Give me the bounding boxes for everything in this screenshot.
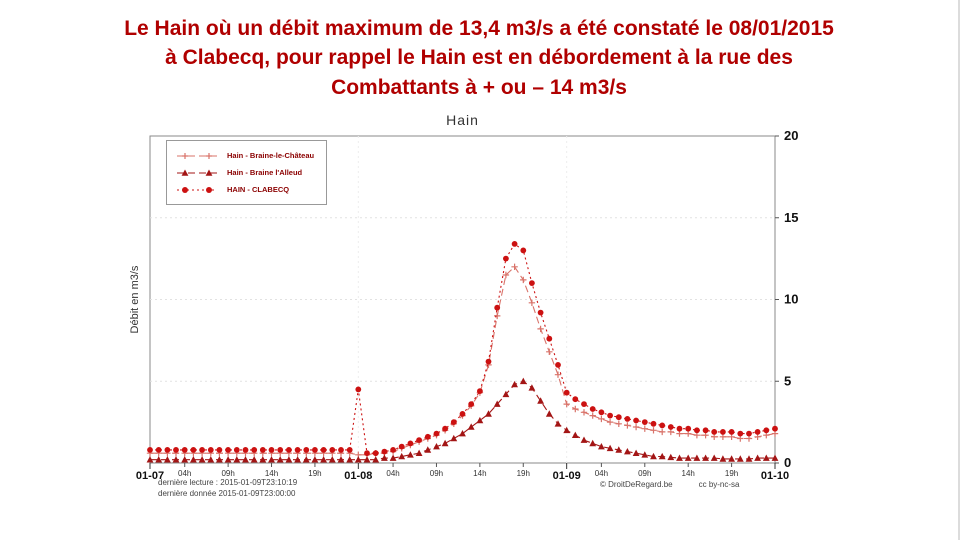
x-minor-tick-label: 09h: [638, 469, 651, 478]
x-minor-tick-label: 04h: [178, 469, 191, 478]
x-minor-tick-label: 04h: [595, 469, 608, 478]
flow-chart: Hain 0 5 10 15 20 04h 09h 14h 19h 04h 09h 14h 19h 04h…: [130, 110, 860, 530]
last-read-text: dernière lecture : 2015-01-09T23:10:19: [158, 478, 298, 487]
legend-item-clabecq: HAIN - CLABECQ: [175, 181, 314, 198]
copyright-text: © DroitDeRegard.be: [600, 480, 673, 489]
legend-marker-triangle-icon: [177, 169, 217, 176]
series-markers-2: [147, 241, 778, 457]
x-minor-tick-label: 14h: [265, 469, 278, 478]
x-major-tick-label: 01-07: [136, 470, 164, 482]
slide-title-line-2: à Clabecq, pour rappel le Hain est en dé…: [165, 46, 793, 70]
license-text: cc by-nc-sa: [698, 480, 740, 489]
x-major-tick-label: 01-10: [761, 470, 789, 482]
x-major-tick-label: 01-08: [344, 470, 372, 482]
legend-label-clabecq: HAIN - CLABECQ: [227, 185, 290, 194]
legend-item-braine-l-alleud: Hain - Braine l'Alleud: [175, 164, 314, 181]
legend-item-braine-le-chateau: Hain - Braine-le-Château: [175, 147, 314, 164]
x-minor-tick-label: 19h: [725, 469, 738, 478]
y-tick-label: 5: [784, 373, 791, 388]
slide-title-line-3: Combattants à + ou – 14 m3/s: [331, 75, 627, 99]
legend-label-braine-l-alleud: Hain - Braine l'Alleud: [227, 168, 303, 177]
x-minor-tick-label: 19h: [517, 469, 530, 478]
slide-title: Le Hain où un débit maximum de 13,4 m3/s…: [0, 14, 958, 102]
chart-footer-credits: © DroitDeRegard.be cc by-nc-sa: [600, 480, 740, 489]
x-major-tick-label: 01-09: [553, 470, 581, 482]
y-tick-label: 20: [784, 128, 798, 143]
x-minor-tick-label: 04h: [386, 469, 399, 478]
legend-marker-plus-icon: [177, 152, 217, 159]
legend-label-braine-le-chateau: Hain - Braine-le-Château: [227, 151, 315, 160]
chart-title: Hain: [446, 112, 479, 128]
legend-marker-circle-icon: [177, 186, 217, 193]
x-minor-tick-label: 14h: [473, 469, 486, 478]
y-tick-label: 0: [784, 455, 791, 470]
chart-footer-timestamps: dernière lecture : 2015-01-09T23:10:19 d…: [158, 478, 297, 500]
chart-legend: Hain - Braine-le-Château Hain - Braine l…: [166, 140, 328, 205]
slide-title-line-1: Le Hain où un débit maximum de 13,4 m3/s…: [124, 17, 834, 40]
x-minor-tick-label: 19h: [308, 469, 321, 478]
last-data-text: dernière donnée 2015-01-09T23:00:00: [158, 488, 296, 498]
x-minor-tick-label: 09h: [430, 469, 443, 478]
y-tick-label: 15: [784, 210, 798, 225]
y-tick-label: 10: [784, 292, 798, 307]
y-axis-label: Débit en m3/s: [130, 265, 141, 333]
x-minor-tick-label: 09h: [221, 469, 234, 478]
x-minor-tick-label: 14h: [682, 469, 695, 478]
